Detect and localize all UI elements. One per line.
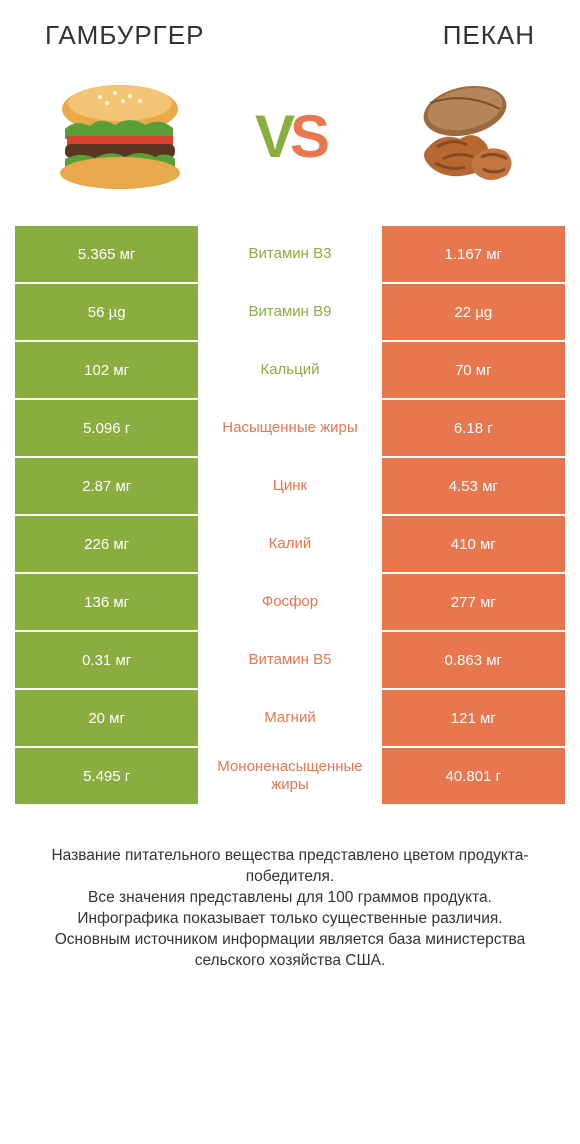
footer-line-1: Название питательного вещества представл… (25, 846, 555, 888)
table-row: 5.495 гМононенасыщенные жиры40.801 г (15, 748, 565, 806)
left-value: 226 мг (15, 516, 198, 572)
left-value: 0.31 мг (15, 632, 198, 688)
left-value: 102 мг (15, 342, 198, 398)
footer-note: Название питательного вещества представл… (15, 846, 565, 972)
nutrient-label: Фосфор (198, 574, 381, 630)
left-value: 2.87 мг (15, 458, 198, 514)
comparison-table: 5.365 мгВитамин B31.167 мг56 µgВитамин B… (15, 226, 565, 806)
table-row: 2.87 мгЦинк4.53 мг (15, 458, 565, 516)
left-value: 136 мг (15, 574, 198, 630)
right-value: 22 µg (382, 284, 565, 340)
footer-line-4: Основным источником информации является … (25, 930, 555, 972)
table-row: 5.365 мгВитамин B31.167 мг (15, 226, 565, 284)
nutrient-label: Кальций (198, 342, 381, 398)
hamburger-image (45, 76, 195, 196)
table-row: 102 мгКальций70 мг (15, 342, 565, 400)
vs-v: V (255, 103, 290, 170)
table-row: 226 мгКалий410 мг (15, 516, 565, 574)
right-value: 40.801 г (382, 748, 565, 804)
nutrient-label: Витамин B3 (198, 226, 381, 282)
footer-line-3: Инфографика показывает только существенн… (25, 909, 555, 930)
left-value: 20 мг (15, 690, 198, 746)
pecan-image (385, 76, 535, 196)
nutrient-label: Мононенасыщенные жиры (198, 748, 381, 804)
nutrient-label: Насыщенные жиры (198, 400, 381, 456)
right-value: 6.18 г (382, 400, 565, 456)
images-row: VS (15, 66, 565, 226)
nutrient-label: Витамин B9 (198, 284, 381, 340)
right-value: 410 мг (382, 516, 565, 572)
vs-s: S (290, 103, 325, 170)
vs-label: VS (255, 102, 325, 171)
nutrient-label: Цинк (198, 458, 381, 514)
table-row: 136 мгФосфор277 мг (15, 574, 565, 632)
right-value: 277 мг (382, 574, 565, 630)
right-value: 0.863 мг (382, 632, 565, 688)
footer-line-2: Все значения представлены для 100 граммо… (25, 888, 555, 909)
nutrient-label: Витамин B5 (198, 632, 381, 688)
right-value: 121 мг (382, 690, 565, 746)
right-value: 1.167 мг (382, 226, 565, 282)
right-product-title: ПЕКАН (443, 20, 535, 51)
left-value: 5.096 г (15, 400, 198, 456)
header: ГАМБУРГЕР ПЕКАН (15, 20, 565, 66)
nutrient-label: Магний (198, 690, 381, 746)
table-row: 5.096 гНасыщенные жиры6.18 г (15, 400, 565, 458)
left-value: 5.495 г (15, 748, 198, 804)
table-row: 0.31 мгВитамин B50.863 мг (15, 632, 565, 690)
left-value: 5.365 мг (15, 226, 198, 282)
left-product-title: ГАМБУРГЕР (45, 20, 204, 51)
right-value: 4.53 мг (382, 458, 565, 514)
table-row: 20 мгМагний121 мг (15, 690, 565, 748)
right-value: 70 мг (382, 342, 565, 398)
nutrient-label: Калий (198, 516, 381, 572)
table-row: 56 µgВитамин B922 µg (15, 284, 565, 342)
left-value: 56 µg (15, 284, 198, 340)
